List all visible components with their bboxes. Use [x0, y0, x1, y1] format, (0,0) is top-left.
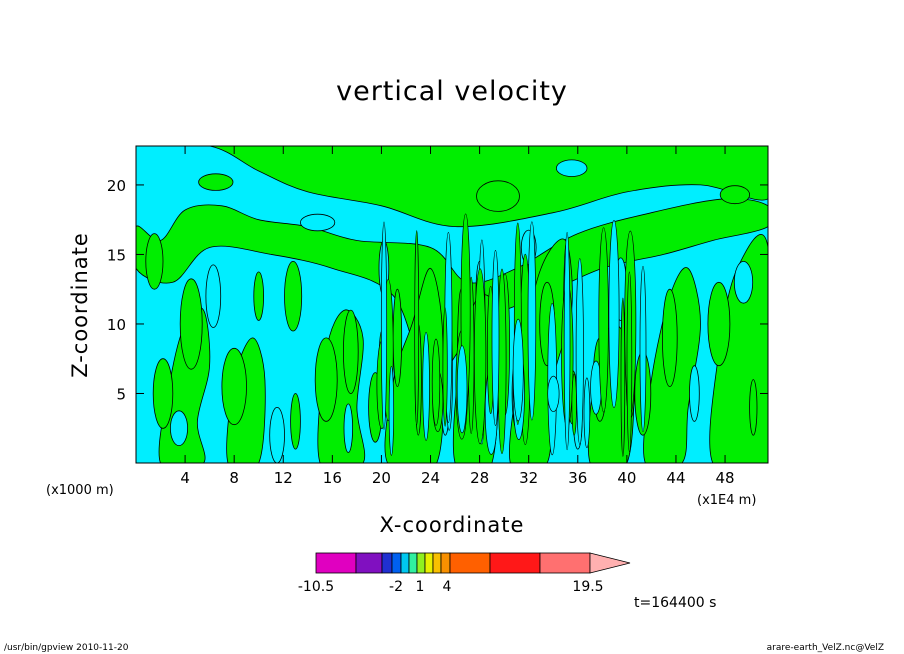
x-tick-label: 48 — [716, 469, 735, 487]
x-tick-label: 36 — [568, 469, 587, 487]
streak-24 — [547, 375, 560, 413]
streak-28 — [414, 230, 420, 426]
colorbar-swatch-3 — [391, 552, 402, 574]
x-tick-label: 20 — [372, 469, 391, 487]
x-unit-label: (x1000 m) — [46, 483, 114, 498]
streak-10 — [473, 268, 487, 445]
updraft-cell-10 — [392, 288, 403, 387]
footer-source-file: arare-earth_VelZ.nc@VelZ — [766, 643, 884, 653]
streak-23 — [620, 297, 626, 457]
downdraft-cell-23 — [169, 410, 188, 447]
colorbar-swatch-2 — [381, 552, 393, 574]
streak-27 — [571, 373, 577, 436]
colorbar-swatch-5 — [408, 552, 418, 574]
streak-35 — [527, 221, 537, 421]
updraft-cell-5 — [290, 393, 301, 450]
streak-32 — [575, 258, 584, 445]
colorbar-swatch-4 — [400, 552, 410, 574]
x-tick-label: 8 — [229, 469, 239, 487]
x-tick-label: 16 — [323, 469, 342, 487]
streak-20 — [583, 377, 591, 449]
plot-frame — [135, 145, 769, 464]
colorbar-tick-label: 1 — [416, 579, 425, 595]
colorbar-tick-label: -10.5 — [298, 579, 334, 595]
colorbar-tick-label: 4 — [443, 579, 452, 595]
updraft-cell-20 — [719, 185, 751, 205]
colorbar-tick-label: 19.5 — [572, 579, 603, 595]
chart-title: vertical velocity — [336, 76, 568, 107]
colorbar-swatch-6 — [416, 552, 426, 574]
updraft-cell-2 — [152, 358, 174, 429]
updraft-cell-22 — [198, 173, 234, 191]
x-tick-label: 28 — [470, 469, 489, 487]
heatmap-plot-area — [136, 146, 768, 463]
streak-43 — [380, 221, 388, 430]
streak-45 — [491, 250, 500, 426]
colorbar-swatch-1 — [355, 552, 383, 574]
colorbar: -10.5 -2 1 4 19.5 — [298, 552, 631, 595]
downdraft-cell-35 — [689, 365, 700, 422]
x-tick-label: 32 — [519, 469, 538, 487]
streak-37 — [512, 318, 524, 422]
updraft-cell-0 — [145, 233, 164, 290]
streak-34 — [626, 271, 633, 453]
streak-22 — [563, 232, 571, 451]
colorbar-swatch-8 — [432, 552, 442, 574]
colorbar-swatch-0 — [315, 552, 357, 574]
y-tick-label: 5 — [116, 385, 126, 403]
updraft-cell-4 — [221, 347, 247, 426]
downdraft-cell-26 — [299, 213, 336, 232]
colorbar-swatch-12 — [539, 552, 591, 574]
downdraft-cell-36 — [733, 260, 754, 304]
updraft-cell-17 — [661, 288, 678, 387]
y-axis-label: Z-coordinate — [68, 232, 92, 378]
streak-42 — [388, 365, 395, 456]
y-tick-label: 15 — [107, 246, 126, 264]
updraft-cell-19 — [749, 379, 758, 436]
streak-29 — [608, 220, 620, 409]
streak-39 — [442, 307, 448, 427]
x-axis-label: X-coordinate — [379, 513, 525, 537]
streak-11 — [422, 331, 430, 441]
updraft-cell-7 — [314, 337, 338, 422]
colorbar-swatch-11 — [489, 552, 541, 574]
colorbar-overflow-arrow — [589, 552, 631, 574]
updraft-cell-6 — [284, 261, 303, 332]
updraft-cell-1 — [179, 278, 203, 370]
x-tick-label: 12 — [274, 469, 293, 487]
streak-40 — [598, 227, 609, 413]
y-tick-label: 20 — [107, 177, 126, 195]
colorbar-swatch-7 — [424, 552, 434, 574]
downdraft-cell-37 — [556, 159, 588, 177]
updraft-band-0 — [136, 146, 768, 228]
downdraft-cell-27 — [343, 403, 354, 453]
x-tick-label: 24 — [421, 469, 440, 487]
streak-25 — [639, 265, 647, 432]
updraft-cell-21 — [476, 180, 520, 212]
streak-44 — [431, 338, 441, 426]
updraft-cell-8 — [342, 309, 359, 394]
x-tick-label: 4 — [180, 469, 190, 487]
updraft-cell-18 — [707, 281, 731, 367]
x-tick-label: 40 — [617, 469, 636, 487]
footer-program-date: /usr/bin/gpview 2010-11-20 — [4, 643, 129, 653]
downdraft-cell-24 — [205, 264, 222, 328]
y-tick-label: 10 — [107, 316, 126, 334]
x-tick-label: 44 — [666, 469, 685, 487]
colorbar-swatch-9 — [440, 552, 451, 574]
downdraft-cell-25 — [269, 407, 285, 463]
time-label: t=164400 s — [634, 595, 717, 611]
x-scale-label: (x1E4 m) — [697, 493, 757, 508]
colorbar-swatch-10 — [449, 552, 491, 574]
streak-38 — [456, 345, 468, 434]
updraft-cell-3 — [253, 271, 265, 321]
colorbar-tick-label: -2 — [389, 579, 403, 595]
